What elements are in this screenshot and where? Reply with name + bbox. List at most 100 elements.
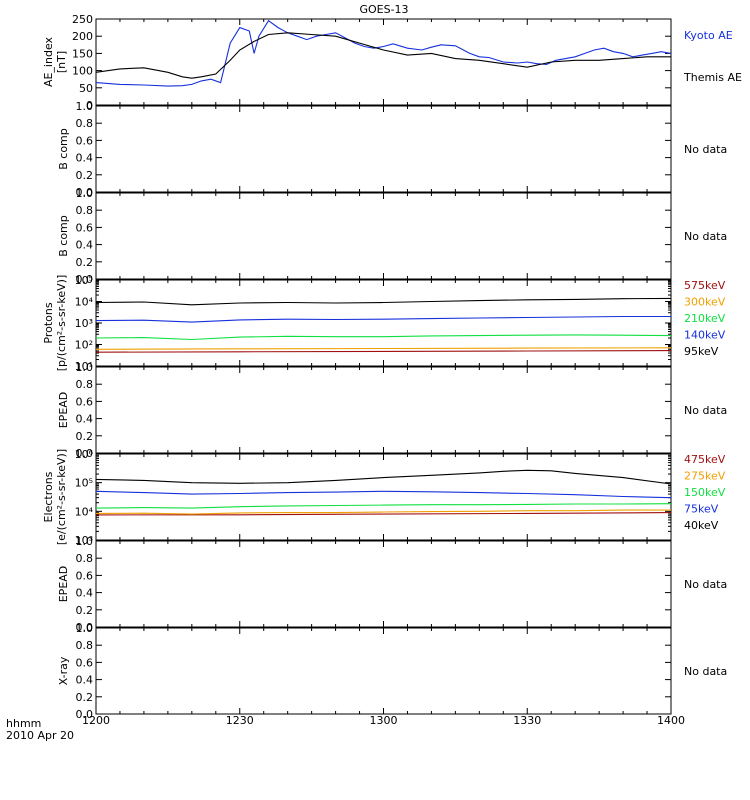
y-tick-label: 0.8 xyxy=(76,204,94,217)
y-axis-label: B comp xyxy=(57,215,70,257)
y-tick-label: 10⁴ xyxy=(75,505,94,518)
series-line-210kev xyxy=(95,334,672,341)
panel-frame xyxy=(95,192,672,280)
series-line-300kev xyxy=(95,347,672,350)
series-line-275kev xyxy=(95,509,671,515)
y-tick-label: 1.0 xyxy=(76,622,94,635)
y-tick-label: 0.4 xyxy=(76,413,94,426)
panel-2: 0.0 0.2 0.4 0.6 0.8 1.0 B comp No data xyxy=(57,100,727,199)
y-axis-label: [nT] xyxy=(55,51,68,73)
panel-frame xyxy=(95,453,672,541)
series-line-140kev xyxy=(95,315,671,323)
y-tick-label: 0.8 xyxy=(76,552,94,565)
y-tick-label: 0.6 xyxy=(76,221,94,234)
x-tick-label: 1400 xyxy=(657,714,685,727)
y-tick-label: 50 xyxy=(79,82,93,95)
panel-8: 0.0 0.2 0.4 0.6 0.8 1.0 X-ray No data xyxy=(57,622,727,721)
y-tick-label: 1.0 xyxy=(76,187,94,200)
series-line-kyoto-ae xyxy=(95,19,672,87)
y-tick-label: 0.6 xyxy=(76,134,94,147)
y-tick-label: 10³ xyxy=(75,534,93,547)
panel-stack: 0 50 100 150 200 250 AE_index [nT] Kyoto AE Themi… xyxy=(42,13,742,721)
panel-frame xyxy=(95,366,672,454)
time-axis: 1200 1230 1300 1330 1400 xyxy=(82,714,685,727)
plot-title: GOES-13 xyxy=(359,3,408,16)
y-tick-label: 0.2 xyxy=(76,604,94,617)
x-tick-label: 1330 xyxy=(513,714,541,727)
y-tick-label: 10⁵ xyxy=(75,477,93,490)
y-tick-label: 1.0 xyxy=(76,100,94,113)
y-tick-label: 0.6 xyxy=(76,395,94,408)
x-caption-hhmm: hhmm xyxy=(6,717,41,730)
y-tick-label: 200 xyxy=(72,30,93,43)
x-tick-label: 1230 xyxy=(226,714,254,727)
y-tick-label: 10⁴ xyxy=(75,296,94,309)
series-line-575kev xyxy=(95,350,672,353)
y-tick-label: 0.8 xyxy=(76,117,94,130)
y-tick-label: 0.8 xyxy=(76,378,94,391)
y-axis-label: [e/(cm²-s-sr-keV)] xyxy=(55,449,68,545)
y-tick-label: 0 xyxy=(86,99,93,112)
y-tick-label: 10³ xyxy=(75,317,93,330)
legend-entry-95kev: 95keV xyxy=(684,345,719,358)
no-data-note: No data xyxy=(684,665,727,678)
no-data-note: No data xyxy=(684,578,727,591)
y-axis-label: [p/(cm²-s-sr-keV)] xyxy=(55,275,68,372)
panel-5: 0.0 0.2 0.4 0.6 0.8 1.0 EPEAD No data xyxy=(57,361,727,460)
y-tick-label: 0.2 xyxy=(76,256,94,269)
y-axis-label: Protons xyxy=(42,302,55,343)
y-tick-label: 150 xyxy=(72,47,93,60)
y-tick-label: 0.6 xyxy=(76,656,94,669)
y-tick-label: 10² xyxy=(75,339,93,352)
no-data-note: No data xyxy=(684,143,727,156)
y-axis-label: EPEAD xyxy=(57,566,70,603)
panel-frame xyxy=(95,540,672,628)
y-tick-label: 250 xyxy=(72,13,93,26)
no-data-note: No data xyxy=(684,230,727,243)
y-axis-label: AE_index xyxy=(42,36,55,87)
y-tick-label: 0.4 xyxy=(76,587,94,600)
panel-frame xyxy=(95,279,672,367)
y-tick-label: 10¹ xyxy=(75,360,93,373)
y-axis-label: Electrons xyxy=(42,471,55,522)
y-tick-label: 0.4 xyxy=(76,152,94,165)
y-tick-label: 0.6 xyxy=(76,569,94,582)
panel-frame xyxy=(95,627,672,715)
y-tick-label: 0.8 xyxy=(76,639,94,652)
y-axis-label: B comp xyxy=(57,128,70,170)
series-line-150kev xyxy=(95,503,672,509)
y-tick-label: 0.4 xyxy=(76,674,94,687)
y-tick-label: 0.2 xyxy=(76,169,94,182)
legend-entry-140kev: 140keV xyxy=(684,329,726,342)
y-tick-label: 0.2 xyxy=(76,430,94,443)
y-tick-label: 1.0 xyxy=(76,361,94,374)
y-tick-label: 0.4 xyxy=(76,239,94,252)
legend-entry-210kev: 210keV xyxy=(684,312,726,325)
y-tick-label: 100 xyxy=(72,65,93,78)
series-line-themis-ae xyxy=(95,32,671,79)
y-tick-label: 0.0 xyxy=(76,273,94,286)
y-axis-label: EPEAD xyxy=(57,392,70,429)
y-tick-label: 0.0 xyxy=(76,186,94,199)
y-tick-label: 1.0 xyxy=(76,535,94,548)
legend-entry-75kev: 75keV xyxy=(684,503,719,516)
y-axis-label: X-ray xyxy=(57,656,70,685)
panel-frame xyxy=(95,18,672,106)
legend-entry-300kev: 300keV xyxy=(684,296,726,309)
x-tick-label: 1300 xyxy=(370,714,398,727)
legend-entry-150kev: 150keV xyxy=(684,486,726,499)
y-tick-label: 0.0 xyxy=(76,447,94,460)
x-caption-date: 2010 Apr 20 xyxy=(6,729,74,742)
y-tick-label: 10⁵ xyxy=(75,274,93,287)
legend-entry-40kev: 40keV xyxy=(684,519,719,532)
y-tick-label: 10⁶ xyxy=(75,448,94,461)
legend-entry-475kev: 475keV xyxy=(684,453,726,466)
x-tick-label: 1200 xyxy=(82,714,110,727)
series-line-95kev xyxy=(95,297,672,306)
no-data-note: No data xyxy=(684,404,727,417)
series-line-475kev xyxy=(95,512,672,516)
legend-entry-themis-ae: Themis AE xyxy=(683,71,742,84)
series-line-75kev xyxy=(95,490,672,499)
y-tick-label: 0.0 xyxy=(76,708,94,721)
series-line-40kev xyxy=(95,469,672,485)
